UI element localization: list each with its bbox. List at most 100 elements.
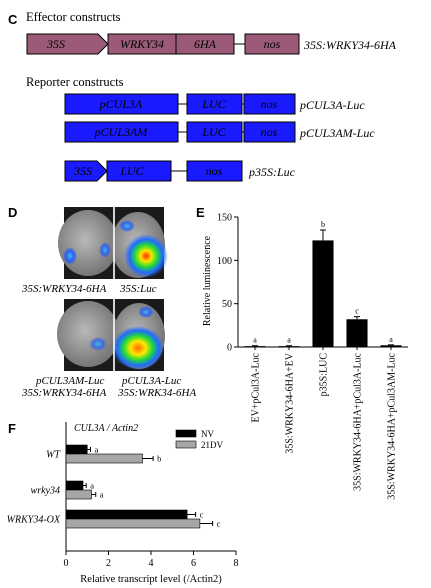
image-label: 35S:WRKY34-6HA bbox=[21, 387, 107, 399]
f-bar bbox=[65, 453, 143, 464]
signal-hotspot bbox=[112, 326, 164, 370]
reporter-segment-label: 35S bbox=[73, 164, 92, 178]
effector-promoter-arrow bbox=[26, 33, 109, 55]
e-bar bbox=[244, 346, 266, 347]
e-x-tick-label: EV+pCul3A-Luc bbox=[251, 352, 262, 422]
reporter-luc-box bbox=[106, 160, 172, 182]
e-x-tick-label: 35S:WRKY34-6HA+pCul3AM-Luc bbox=[387, 352, 398, 499]
effector-segment-label: nos bbox=[264, 37, 281, 51]
f-legend-swatch bbox=[175, 429, 197, 438]
image-label: pCUL3AM-Luc bbox=[35, 375, 105, 387]
reporter-segment-label: LUC bbox=[119, 164, 144, 178]
e-bar bbox=[346, 319, 368, 347]
panel-c: C Effector constructs 35S WRKY34 6HA nos… bbox=[8, 10, 397, 182]
f-legend-label: 21DV bbox=[201, 440, 223, 450]
f-significance-letter: c bbox=[200, 510, 204, 520]
f-significance-letter: a bbox=[94, 445, 98, 455]
panel-c-letter: C bbox=[8, 12, 18, 27]
f-title: CUL3A / Actin2 bbox=[74, 423, 138, 434]
e-significance-letter: c bbox=[355, 307, 359, 316]
e-x-tick-label: p35S:LUC bbox=[319, 353, 330, 397]
signal-spot bbox=[138, 306, 154, 318]
reporter-segment-label: nos bbox=[261, 97, 278, 111]
f-category-label: WRKY34-OX bbox=[7, 515, 61, 526]
e-significance-letter: a bbox=[389, 335, 393, 344]
image-label: 35S:WRKY34-6HA bbox=[21, 283, 107, 295]
f-x-tick-label: 0 bbox=[64, 558, 69, 569]
f-xlabel: Relative transcript level (/Actin2) bbox=[80, 574, 222, 585]
f-significance-letter: a bbox=[90, 481, 94, 491]
reporter-segment-label: pCUL3AM bbox=[94, 125, 149, 139]
f-significance-letter: b bbox=[157, 454, 161, 464]
effector-segment-label: 6HA bbox=[194, 37, 217, 51]
e-y-tick-label: 0 bbox=[227, 343, 232, 354]
f-bar bbox=[65, 444, 88, 455]
reporter-construct-name: p35S:Luc bbox=[248, 165, 296, 179]
reporter-segment-label: nos bbox=[261, 125, 278, 139]
e-y-tick-label: 150 bbox=[217, 213, 232, 224]
signal-hotspot bbox=[124, 234, 168, 278]
f-x-tick-label: 4 bbox=[149, 558, 154, 569]
f-legend-label: NV bbox=[201, 429, 214, 439]
reporter-luc-box bbox=[186, 121, 243, 143]
signal-spot bbox=[99, 242, 111, 258]
leaf bbox=[57, 301, 119, 367]
reporter-segment-label: LUC bbox=[201, 97, 226, 111]
reporter-construct-name: pCUL3A-Luc bbox=[299, 98, 365, 112]
luciferase-image-bottom bbox=[57, 299, 165, 371]
f-significance-letter: c bbox=[217, 519, 221, 529]
panel-d: D 35S:WRKY34-6HA 35S:Luc pCUL3AM-Luc 35S… bbox=[8, 205, 196, 399]
reporter-luc-box bbox=[186, 93, 243, 115]
f-bar bbox=[65, 480, 84, 491]
e-significance-letter: b bbox=[321, 220, 325, 229]
f-category-label: wrky34 bbox=[31, 486, 60, 497]
f-category-label: WT bbox=[46, 450, 61, 461]
effector-terminator-box bbox=[244, 33, 300, 55]
effector-segment-label: WRKY34 bbox=[120, 37, 164, 51]
e-bar bbox=[312, 240, 334, 347]
e-x-tick-label: 35S:WRKY34-6HA+pCul3A-Luc bbox=[353, 352, 364, 490]
image-label: pCUL3A-Luc bbox=[121, 375, 181, 387]
leaf bbox=[58, 210, 118, 276]
reporter-promoter-box bbox=[64, 121, 179, 143]
effector-segment-label: 35S bbox=[46, 37, 65, 51]
e-significance-letter: a bbox=[253, 336, 257, 345]
e-significance-letter: a bbox=[287, 336, 291, 345]
effector-construct-name: 35S:WRKY34-6HA bbox=[303, 38, 397, 52]
reporter-terminator-box bbox=[243, 121, 296, 143]
f-x-tick-label: 2 bbox=[106, 558, 111, 569]
effector-tag-box bbox=[175, 33, 235, 55]
e-bars: a a b c a bbox=[244, 220, 402, 347]
reporter-construct: pCUL3AM LUC nos pCUL3AM-Luc bbox=[64, 121, 375, 143]
f-bar bbox=[65, 518, 201, 529]
e-axes: 0 50 100 150 EV+pCul3A-Luc 35S:WRKY34-6HA+EV p… bbox=[217, 213, 408, 500]
panel-f-letter: F bbox=[8, 421, 16, 436]
reporter-terminator-box bbox=[243, 93, 296, 115]
e-ylabel: Relative luminescence bbox=[202, 235, 213, 326]
f-legend-swatch bbox=[175, 440, 197, 449]
reporter-construct: 35S LUC nos p35S:Luc bbox=[64, 160, 296, 182]
image-label: 35S:Luc bbox=[119, 283, 157, 295]
reporter-segment-label: pCUL3A bbox=[99, 97, 143, 111]
e-x-tick-label: 35S:WRKY34-6HA+EV bbox=[285, 352, 296, 453]
f-bar bbox=[65, 489, 92, 500]
reporter-promoter-box bbox=[64, 93, 179, 115]
f-axes: 0 2 4 6 8 WT wrky34 WRKY34-OX bbox=[7, 422, 239, 569]
panel-e-letter: E bbox=[196, 205, 205, 220]
f-x-tick-label: 6 bbox=[191, 558, 196, 569]
signal-spot bbox=[119, 220, 135, 232]
reporter-promoter-arrow bbox=[64, 160, 108, 182]
e-bar bbox=[380, 345, 402, 347]
effector-construct: 35S WRKY34 6HA nos 35S:WRKY34-6HA bbox=[26, 33, 397, 55]
f-bar bbox=[65, 509, 188, 520]
e-y-tick-label: 50 bbox=[222, 299, 232, 310]
reporter-segment-label: LUC bbox=[201, 125, 226, 139]
signal-spot bbox=[89, 337, 107, 351]
f-significance-letter: a bbox=[100, 490, 104, 500]
panel-e: E Relative luminescence 0 50 100 150 EV+pCul… bbox=[196, 205, 408, 500]
effector-title: Effector constructs bbox=[26, 10, 121, 24]
image-label: 35S:WRK34-6HA bbox=[117, 387, 196, 399]
